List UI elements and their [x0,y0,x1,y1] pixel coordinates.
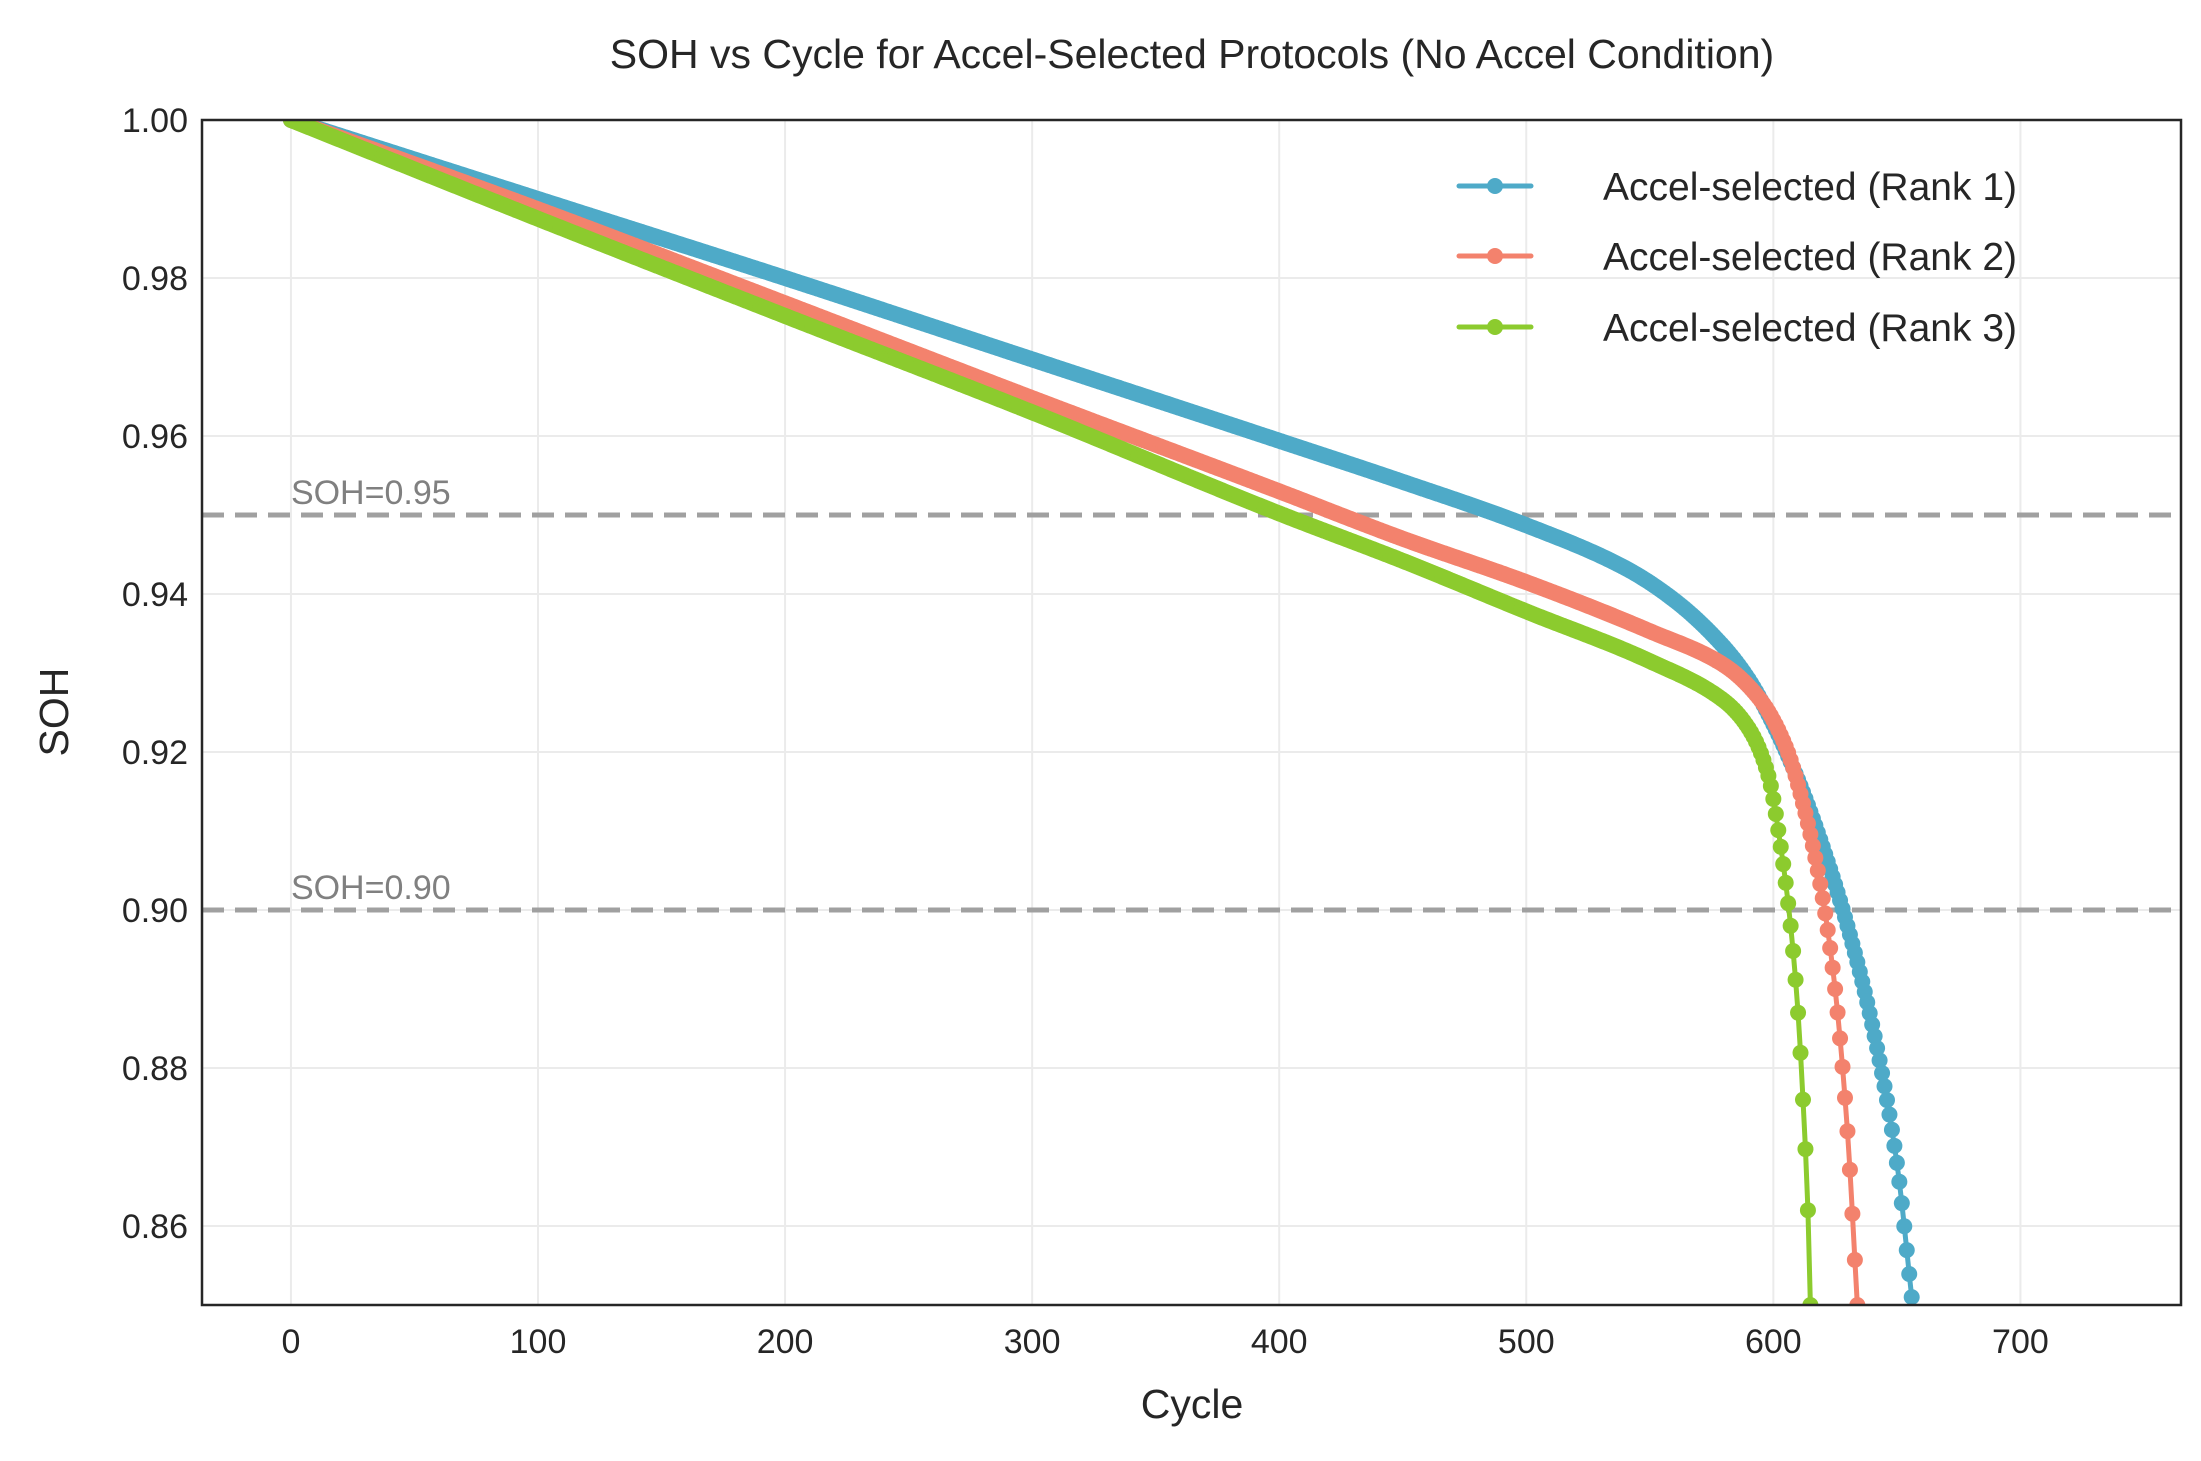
data-point [1886,1137,1903,1154]
data-point [1814,890,1831,907]
legend-marker-rank-1 [1487,178,1503,194]
data-point [1836,1089,1853,1106]
data-point [1844,1205,1861,1222]
legend-marker-rank-3 [1487,319,1503,335]
data-point [1898,1242,1915,1259]
y-tick-label: 0.88 [122,1050,188,1088]
data-point [1827,981,1844,997]
data-point [1775,856,1792,873]
data-point [1893,1195,1910,1212]
series-layer [282,120,1920,1305]
data-point [1777,874,1794,891]
data-point [1809,862,1826,879]
x-tick-label: 200 [757,1323,814,1361]
data-point [1794,1091,1811,1108]
data-point [1787,971,1804,988]
data-point [1896,1218,1913,1235]
data-point [1888,1154,1905,1171]
data-point [1841,1161,1858,1178]
data-point [1846,1251,1863,1268]
y-tick-label: 0.92 [122,734,188,772]
data-point [1874,1065,1891,1082]
legend-entry-rank-3: Accel-selected (Rank 3) [1456,307,2017,350]
x-tick-label: 100 [510,1323,567,1361]
data-point [1762,777,1779,794]
tick-layer: 0 100 200 300 400 500 600 700 0.86 0.88 0.90 0.92 0.… [122,102,2049,1361]
data-point [1797,1141,1814,1158]
data-point [1869,1040,1886,1057]
data-point [1881,1106,1898,1123]
data-point [1770,822,1787,839]
data-point [1866,1028,1883,1045]
x-tick-label: 0 [281,1323,300,1361]
data-point [1817,905,1834,922]
series-rank-3 [282,120,1819,1305]
legend-label-rank-1: Accel-selected (Rank 1) [1603,166,2017,209]
reference-lines: SOH=0.95 SOH=0.90 [202,474,2181,913]
x-tick-label: 700 [1992,1323,2049,1361]
data-point [1799,1202,1816,1219]
data-point [1876,1078,1893,1095]
data-point [1849,1297,1866,1305]
legend-marker-rank-2 [1487,248,1503,264]
data-point [1834,1058,1851,1075]
y-tick-label: 0.98 [122,260,188,298]
legend-entry-rank-1: Accel-selected (Rank 1) [1456,166,2017,209]
data-point [1780,895,1797,912]
y-tick-label: 0.94 [122,576,188,614]
data-point [1903,1289,1920,1305]
y-tick-label: 1.00 [122,102,188,140]
data-point [1822,940,1839,957]
data-point [1891,1173,1908,1190]
data-point [1878,1092,1895,1109]
data-point [1807,849,1824,866]
data-point [1812,875,1829,892]
x-tick-label: 300 [1004,1323,1061,1361]
y-tick-label: 0.86 [122,1208,188,1246]
data-point [1829,1004,1846,1021]
y-tick-label: 0.90 [122,892,188,930]
data-point [1790,1004,1807,1021]
data-point [1804,837,1821,854]
data-point [1901,1266,1918,1283]
data-point [1782,917,1799,934]
legend-label-rank-3: Accel-selected (Rank 3) [1603,307,2017,350]
legend-entry-rank-2: Accel-selected (Rank 2) [1456,236,2017,279]
data-point [1883,1121,1900,1138]
data-point [1765,790,1782,807]
data-point [1802,1297,1819,1305]
data-point [1871,1052,1888,1069]
reference-line-label: SOH=0.90 [291,869,451,907]
data-point [1767,805,1784,822]
data-point [1832,1030,1849,1047]
chart-title: SOH vs Cycle for Accel-Selected Protocol… [610,31,1774,77]
x-axis-label: Cycle [1141,1381,1244,1427]
y-axis-label: SOH [31,668,77,757]
x-tick-label: 500 [1498,1323,1555,1361]
legend-label-rank-2: Accel-selected (Rank 2) [1603,236,2017,279]
data-point [1819,921,1836,938]
data-point [1792,1044,1809,1061]
data-point [1772,838,1789,855]
x-tick-label: 400 [1251,1323,1308,1361]
data-point [1824,959,1841,976]
x-tick-label: 600 [1745,1323,1802,1361]
data-point [1839,1123,1856,1140]
reference-line-label: SOH=0.95 [291,474,451,512]
data-point [1785,943,1802,960]
y-tick-label: 0.96 [122,418,188,456]
legend: Accel-selected (Rank 1) Accel-selected (… [1456,166,2017,350]
grid-layer [202,119,2181,1305]
plot-frame [200,118,2183,1307]
